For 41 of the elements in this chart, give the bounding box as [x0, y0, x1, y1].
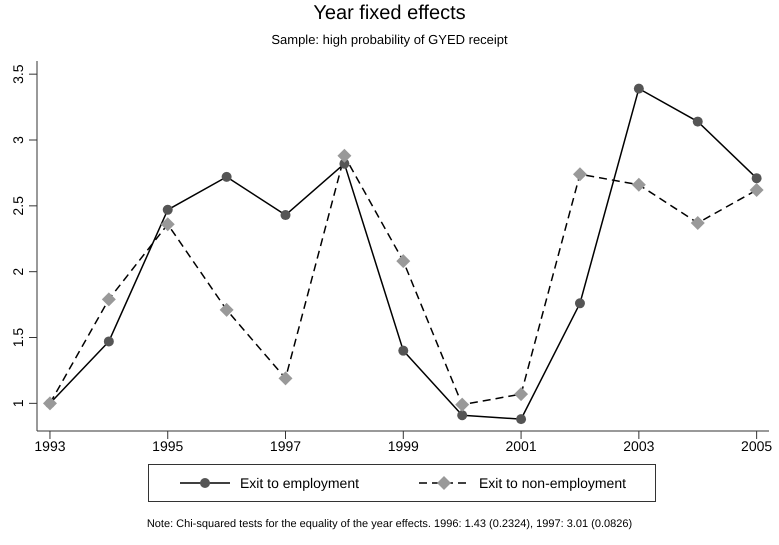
point: [102, 292, 116, 306]
point: [396, 254, 410, 268]
point: [280, 210, 291, 220]
chart-title: Year fixed effects: [312, 2, 467, 25]
point: [220, 302, 234, 317]
y-tick-label: 1: [10, 399, 26, 408]
point: [634, 84, 644, 94]
x-tick-label: 1999: [388, 438, 420, 454]
point: [752, 173, 762, 184]
point: [160, 217, 175, 232]
point: [337, 148, 352, 163]
point: [222, 172, 232, 182]
point: [398, 346, 408, 356]
x-tick-label: 1997: [270, 438, 302, 454]
point: [574, 298, 585, 308]
legend-label: Exit to employment: [240, 475, 360, 491]
y-tick-label: 3.5: [10, 64, 26, 84]
y-tick-label: 2: [10, 268, 26, 276]
point: [690, 216, 705, 230]
chart-subtitle: Sample: high probability of GYED receipt: [270, 32, 509, 47]
point: [278, 371, 293, 386]
point: [514, 387, 528, 402]
point: [455, 398, 470, 412]
point: [692, 116, 703, 127]
point: [162, 204, 173, 215]
point: [104, 336, 114, 346]
point: [572, 167, 587, 182]
point: [750, 183, 764, 198]
y-tick-label: 3: [10, 136, 26, 144]
y-tick-label: 2.5: [10, 196, 26, 216]
x-tick-label: 2003: [623, 438, 655, 454]
point: [632, 178, 646, 192]
point: [516, 414, 526, 424]
point: [457, 410, 468, 420]
x-tick-label: 2005: [741, 438, 772, 454]
x-tick-label: 1995: [152, 438, 184, 454]
text: Note: Chi-squared tests for the equality of the year effects. 1996: 1.43 (0.2324), 1997: 3.01 (0.0826): [146, 518, 634, 530]
x-tick-label: 2001: [505, 438, 537, 454]
y-tick-label: 1.5: [10, 328, 26, 348]
x-tick-label: 1993: [34, 438, 66, 454]
legend-label: Exit to non-employment: [478, 475, 626, 491]
